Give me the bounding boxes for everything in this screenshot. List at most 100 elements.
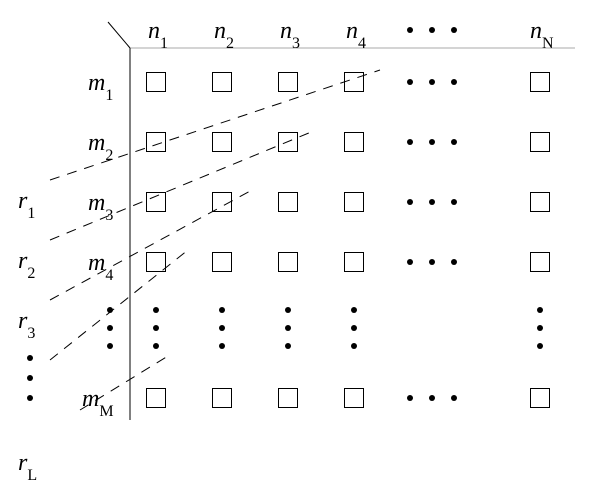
cell-square xyxy=(278,192,298,212)
cell-square xyxy=(344,192,364,212)
grid-ellipsis-dot xyxy=(429,259,435,265)
cell-square xyxy=(530,132,550,152)
col-label-3: n3 xyxy=(280,18,300,49)
row-label-2: m2 xyxy=(88,130,113,161)
diag-label-1-var: r xyxy=(18,188,27,214)
col-label-4-sub: 4 xyxy=(358,35,366,52)
grid-ellipsis-dot xyxy=(407,199,413,205)
row-label-4-var: m xyxy=(88,250,105,276)
row-label-4-sub: 4 xyxy=(105,267,113,284)
diag-label-2: r2 xyxy=(18,248,35,279)
row-label-1: m1 xyxy=(88,70,113,101)
cell-square xyxy=(344,72,364,92)
diag-label-1-sub: 1 xyxy=(27,205,35,222)
header-ellipsis-dot xyxy=(429,27,435,33)
grid-vdots-dot xyxy=(537,307,543,313)
grid-ellipsis-dot xyxy=(407,259,413,265)
col-label-1-var: n xyxy=(148,18,160,44)
cell-square xyxy=(212,192,232,212)
grid-vdots-dot xyxy=(537,325,543,331)
row-label-3-var: m xyxy=(88,190,105,216)
diag-vdots-dot xyxy=(27,355,33,361)
grid-vdots-dot xyxy=(219,307,225,313)
grid-ellipsis-dot xyxy=(451,395,457,401)
grid-ellipsis-dot xyxy=(451,79,457,85)
cell-square xyxy=(146,192,166,212)
row-label-1-sub: 1 xyxy=(105,87,113,104)
grid-vdots-dot xyxy=(537,343,543,349)
diag-label-4-sub: L xyxy=(27,467,37,484)
cell-square xyxy=(344,388,364,408)
row-label-vdots-dot xyxy=(107,307,113,313)
grid-vdots-dot xyxy=(153,307,159,313)
grid-vdots-dot xyxy=(219,343,225,349)
diag-label-1: r1 xyxy=(18,188,35,219)
cell-square xyxy=(278,72,298,92)
row-label-3: m3 xyxy=(88,190,113,221)
cell-square xyxy=(278,252,298,272)
col-label-5: nN xyxy=(530,18,554,49)
grid-vdots-dot xyxy=(153,325,159,331)
grid-ellipsis-dot xyxy=(429,139,435,145)
col-label-2-sub: 2 xyxy=(226,35,234,52)
col-label-5-var: n xyxy=(530,18,542,44)
cell-square xyxy=(278,132,298,152)
header-ellipsis-dot xyxy=(451,27,457,33)
diag-label-3: r3 xyxy=(18,308,35,339)
cell-square xyxy=(530,192,550,212)
diag-label-2-sub: 2 xyxy=(27,265,35,282)
grid-ellipsis-dot xyxy=(407,395,413,401)
cell-square xyxy=(344,252,364,272)
cell-square xyxy=(212,132,232,152)
cell-square xyxy=(344,132,364,152)
cell-square xyxy=(212,388,232,408)
grid-vdots-dot xyxy=(219,325,225,331)
cell-square xyxy=(146,72,166,92)
grid-ellipsis-dot xyxy=(429,199,435,205)
row-label-2-var: m xyxy=(88,130,105,156)
col-label-1-sub: 1 xyxy=(160,35,168,52)
cell-square xyxy=(530,72,550,92)
row-label-5-var: m xyxy=(82,386,99,412)
cell-square xyxy=(530,252,550,272)
col-label-3-sub: 3 xyxy=(292,35,300,52)
cell-square xyxy=(530,388,550,408)
col-label-2: n2 xyxy=(214,18,234,49)
grid-ellipsis-dot xyxy=(407,139,413,145)
row-label-5-sub: M xyxy=(99,403,113,420)
row-label-vdots-dot xyxy=(107,325,113,331)
grid-vdots-dot xyxy=(351,307,357,313)
matrix-diagram: n1n2n3n4nNm1m2m3m4mMr1r2r3rL xyxy=(0,0,592,503)
grid-ellipsis-dot xyxy=(451,199,457,205)
grid-vdots-dot xyxy=(285,307,291,313)
diag-vdots-dot xyxy=(27,375,33,381)
grid-vdots-dot xyxy=(153,343,159,349)
diag-vdots-dot xyxy=(27,395,33,401)
diag-label-3-sub: 3 xyxy=(27,325,35,342)
col-label-2-var: n xyxy=(214,18,226,44)
diag-label-3-var: r xyxy=(18,308,27,334)
grid-ellipsis-dot xyxy=(429,395,435,401)
row-label-2-sub: 2 xyxy=(105,147,113,164)
row-label-5: mM xyxy=(82,386,114,417)
grid-ellipsis-dot xyxy=(451,139,457,145)
grid-ellipsis-dot xyxy=(451,259,457,265)
cell-square xyxy=(212,252,232,272)
grid-ellipsis-dot xyxy=(407,79,413,85)
cell-square xyxy=(146,252,166,272)
cell-square xyxy=(146,132,166,152)
col-label-4: n4 xyxy=(346,18,366,49)
header-ellipsis-dot xyxy=(407,27,413,33)
grid-vdots-dot xyxy=(285,325,291,331)
cell-square xyxy=(212,72,232,92)
cell-square xyxy=(146,388,166,408)
diag-label-2-var: r xyxy=(18,248,27,274)
grid-ellipsis-dot xyxy=(429,79,435,85)
cell-square xyxy=(278,388,298,408)
anti-diagonal-4 xyxy=(50,250,188,360)
diag-label-4: rL xyxy=(18,450,37,481)
grid-vdots-dot xyxy=(285,343,291,349)
row-label-1-var: m xyxy=(88,70,105,96)
col-label-5-sub: N xyxy=(542,35,554,52)
col-label-1: n1 xyxy=(148,18,168,49)
